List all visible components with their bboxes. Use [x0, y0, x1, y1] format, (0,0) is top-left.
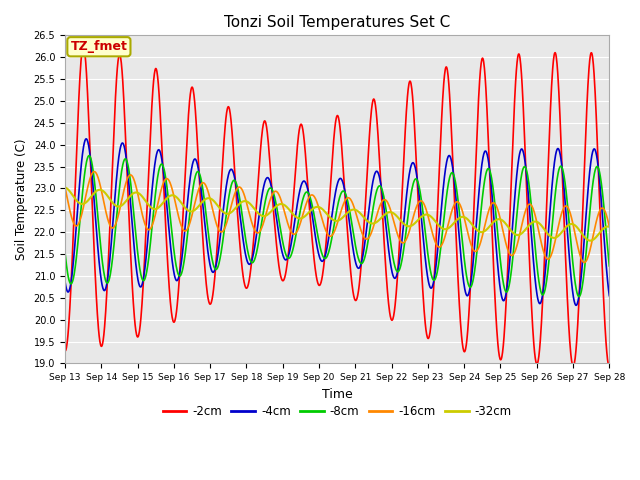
-8cm [85, 153, 93, 158]
-2cm [79, 43, 87, 49]
-32cm [313, 204, 321, 210]
-8cm [104, 280, 111, 286]
-16cm [580, 260, 588, 265]
X-axis label: Time: Time [322, 388, 353, 401]
-32cm [587, 238, 595, 243]
-4cm [104, 276, 111, 282]
-32cm [303, 211, 311, 217]
Line: -4cm: -4cm [65, 139, 609, 305]
-2cm [304, 180, 312, 186]
-16cm [304, 197, 312, 203]
-4cm [83, 136, 90, 142]
-16cm [292, 230, 300, 236]
-16cm [371, 218, 379, 224]
-8cm [314, 230, 321, 236]
-4cm [314, 245, 321, 251]
-2cm [605, 365, 613, 371]
-4cm [572, 302, 580, 308]
-32cm [605, 224, 613, 229]
-4cm [304, 186, 312, 192]
Text: TZ_fmet: TZ_fmet [70, 40, 127, 53]
-32cm [125, 194, 133, 200]
-8cm [575, 294, 582, 300]
-8cm [605, 263, 613, 269]
-32cm [371, 220, 379, 226]
Line: -16cm: -16cm [65, 171, 609, 263]
-4cm [371, 170, 379, 176]
-2cm [292, 156, 300, 162]
Title: Tonzi Soil Temperatures Set C: Tonzi Soil Temperatures Set C [224, 15, 451, 30]
-2cm [314, 278, 321, 284]
-16cm [605, 224, 613, 229]
-4cm [605, 293, 613, 299]
-8cm [61, 250, 69, 255]
-4cm [292, 207, 300, 213]
-2cm [371, 100, 379, 106]
-8cm [371, 194, 379, 200]
Legend: -2cm, -4cm, -8cm, -16cm, -32cm: -2cm, -4cm, -8cm, -16cm, -32cm [158, 401, 516, 423]
-16cm [61, 184, 69, 190]
-4cm [61, 278, 69, 284]
-2cm [104, 276, 111, 281]
-8cm [126, 172, 134, 178]
-8cm [292, 230, 300, 236]
-2cm [61, 348, 69, 354]
-2cm [126, 230, 134, 236]
-8cm [304, 190, 312, 195]
-16cm [314, 201, 321, 206]
-32cm [103, 192, 111, 198]
-32cm [61, 184, 69, 190]
Line: -2cm: -2cm [65, 46, 609, 368]
Line: -32cm: -32cm [65, 187, 609, 240]
-32cm [292, 214, 300, 220]
Line: -8cm: -8cm [65, 156, 609, 297]
Y-axis label: Soil Temperature (C): Soil Temperature (C) [15, 139, 28, 260]
-4cm [126, 190, 134, 195]
-16cm [126, 172, 134, 178]
-16cm [104, 216, 111, 221]
-16cm [90, 168, 98, 174]
